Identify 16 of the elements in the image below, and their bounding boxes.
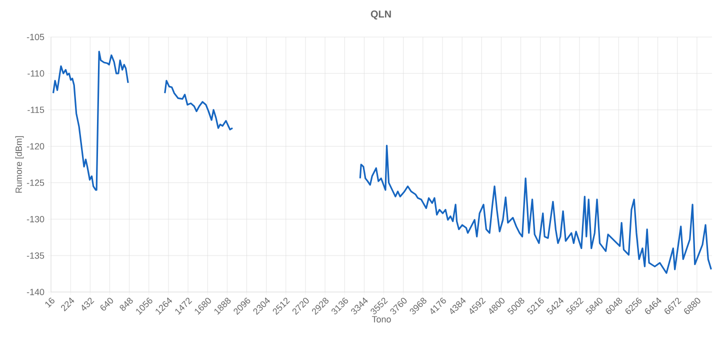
y-tick-label: -125 xyxy=(26,180,44,186)
x-tick-label: 640 xyxy=(100,298,114,311)
y-tick-label: -130 xyxy=(26,216,44,222)
y-tick-label: -115 xyxy=(28,106,44,113)
y-tick-label: -140 xyxy=(26,288,44,296)
x-tick-label: 848 xyxy=(120,298,133,311)
x-axis-title: Tono xyxy=(372,316,391,322)
chart-title: QLN xyxy=(370,10,391,20)
y-tick-label: -105 xyxy=(26,34,44,40)
y-axis-title: Rumore [dBm] xyxy=(15,136,24,193)
x-tick-label: 432 xyxy=(82,298,94,311)
y-tick-label: -110 xyxy=(28,70,44,77)
x-tick-label: 16 xyxy=(45,298,54,308)
x-tick-label: 224 xyxy=(61,298,74,312)
y-tick-label: -135 xyxy=(26,252,44,259)
y-tick-label: -120 xyxy=(26,143,44,150)
